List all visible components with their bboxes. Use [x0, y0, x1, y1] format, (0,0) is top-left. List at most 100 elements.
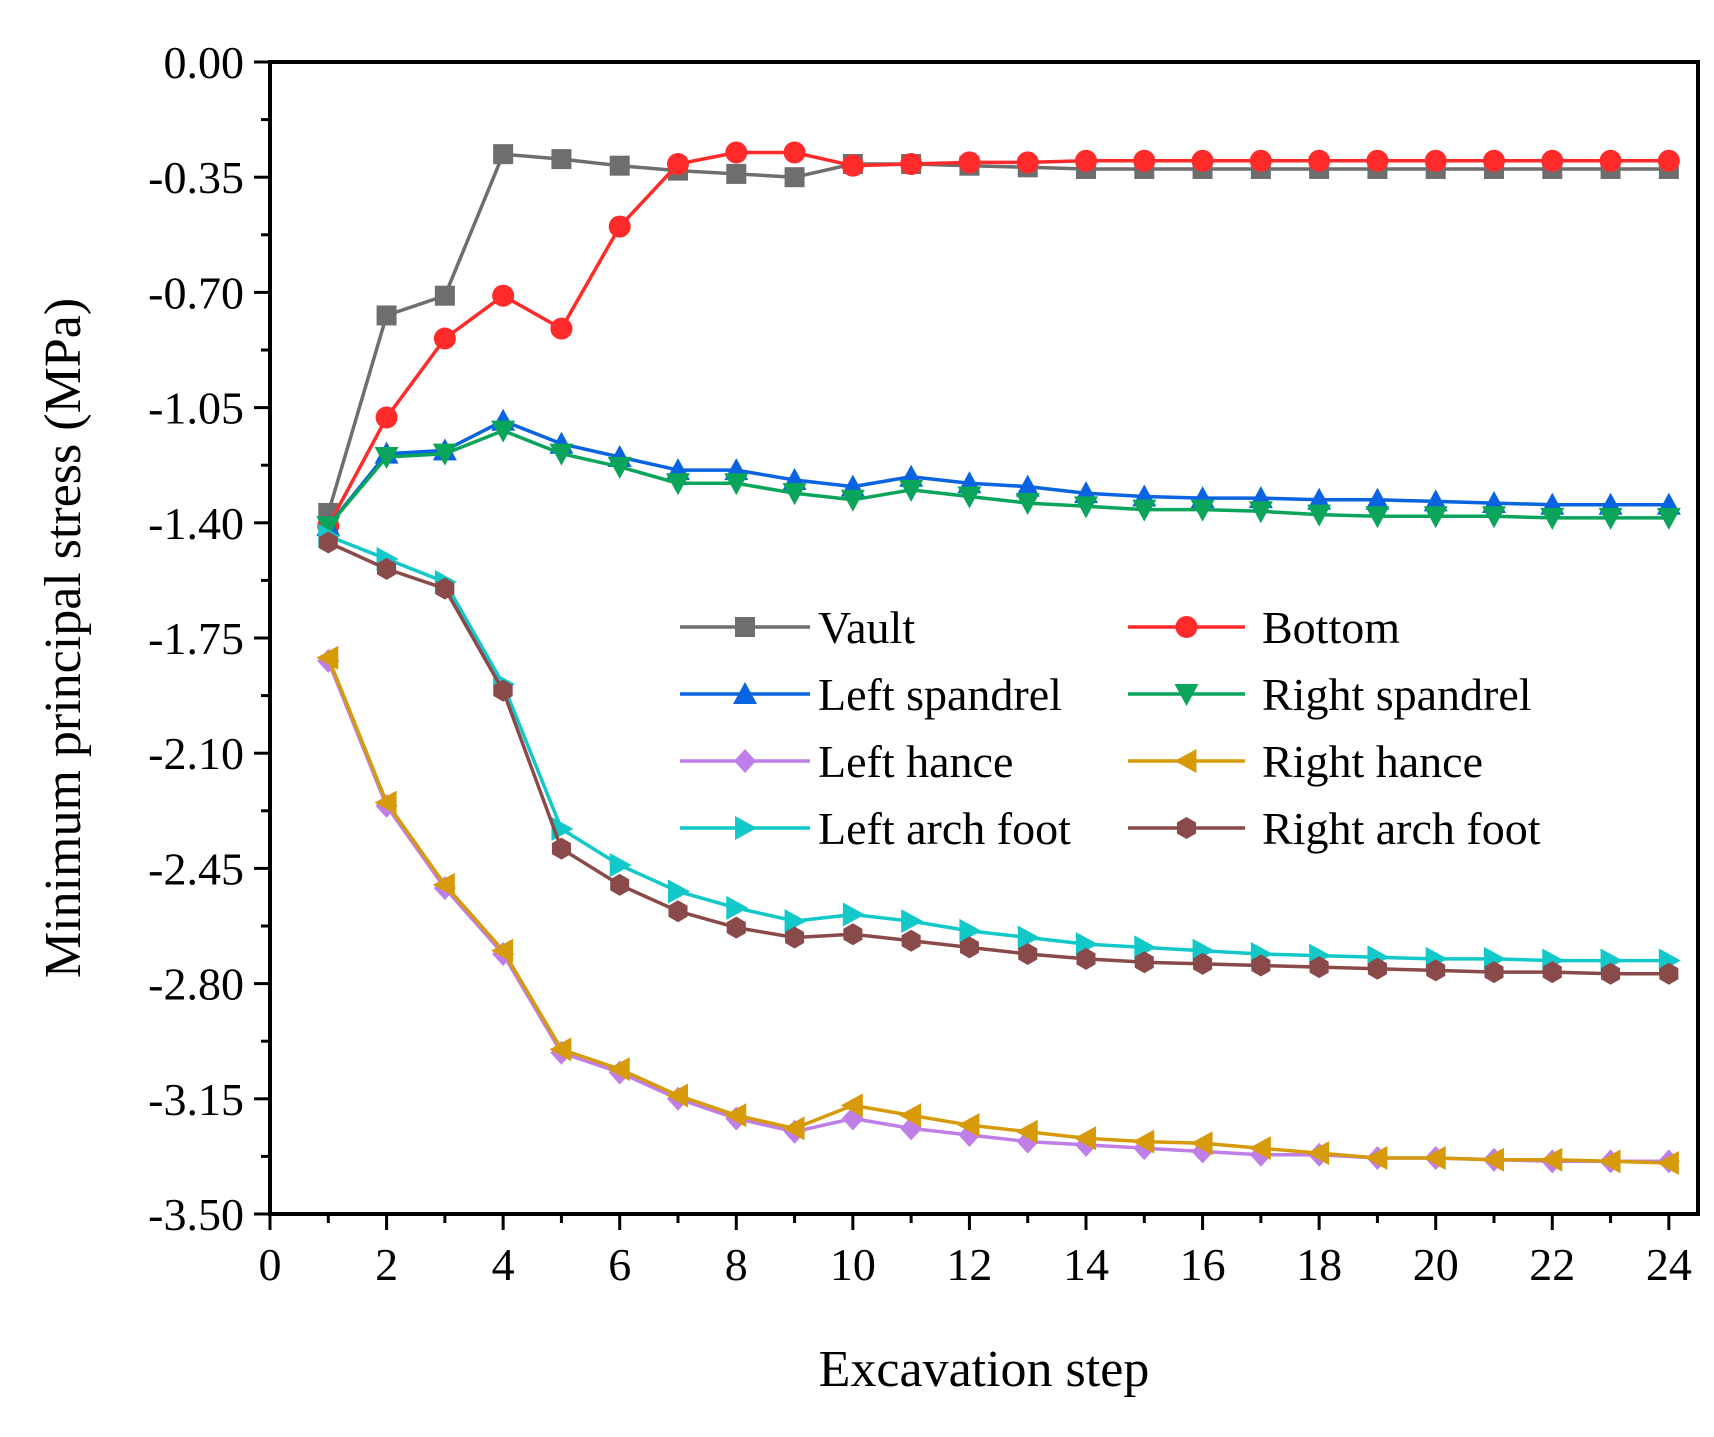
data-point-right-arch-foot — [726, 916, 746, 939]
data-point-right-spandrel — [607, 456, 632, 479]
data-point-left-arch-foot — [842, 902, 865, 927]
data-point-right-spandrel — [1015, 493, 1040, 516]
y-tick-label: -3.15 — [148, 1074, 244, 1125]
data-point-right-hance — [1365, 1146, 1388, 1171]
legend-swatch-marker — [734, 749, 756, 773]
x-tick-label: 18 — [1296, 1239, 1342, 1290]
y-tick-label: -1.40 — [148, 498, 244, 549]
data-point-right-spandrel — [432, 443, 457, 466]
data-point-right-spandrel — [1307, 504, 1332, 527]
data-point-left-arch-foot — [726, 895, 749, 920]
x-tick-label: 6 — [608, 1239, 631, 1290]
data-point-right-arch-foot — [1659, 962, 1679, 985]
data-point-right-arch-foot — [1367, 957, 1387, 980]
data-point-bottom — [1657, 149, 1680, 172]
x-tick-label: 22 — [1529, 1239, 1575, 1290]
data-point-right-spandrel — [840, 489, 865, 512]
data-point-vault — [551, 149, 572, 170]
data-point-left-spandrel — [1423, 489, 1448, 512]
y-tick-label: -2.80 — [148, 959, 244, 1010]
data-point-bottom — [1075, 149, 1097, 172]
legend-swatch-marker — [1174, 749, 1197, 773]
legend-swatch-marker — [1175, 616, 1198, 638]
y-tick-label: -0.35 — [148, 152, 244, 203]
y-tick-label: -2.45 — [148, 843, 244, 894]
legend-label: Right hance — [1262, 736, 1483, 787]
data-point-right-spandrel — [1074, 496, 1098, 519]
data-point-left-arch-foot — [1017, 925, 1040, 950]
data-point-right-arch-foot — [1542, 961, 1562, 984]
data-point-right-spandrel — [1365, 506, 1390, 529]
x-tick-label: 8 — [725, 1239, 748, 1290]
axis-ticks — [254, 60, 1671, 1230]
legend-item: Vault — [680, 602, 915, 653]
legend-swatch-marker — [733, 682, 757, 704]
data-point-right-hance — [1074, 1126, 1096, 1151]
data-point-bottom — [375, 406, 398, 429]
data-point-right-hance — [607, 1057, 630, 1082]
data-point-bottom — [667, 153, 689, 176]
legend: Vault Bottom Left spandrel Right spandrel Le… — [680, 602, 1541, 854]
x-axis-title: Excavation step — [819, 1341, 1150, 1398]
data-point-right-hance — [840, 1093, 863, 1118]
legend-label: Left arch foot — [818, 803, 1071, 854]
data-point-bottom — [1249, 149, 1272, 172]
data-point-bottom — [1483, 149, 1505, 172]
data-point-right-hance — [549, 1037, 572, 1062]
data-point-bottom — [1016, 151, 1039, 174]
data-point-right-hance — [1190, 1131, 1213, 1156]
x-tick-label: 16 — [1180, 1239, 1226, 1290]
data-point-right-hance — [1307, 1141, 1330, 1166]
series-right-arch-foot — [318, 531, 1679, 985]
y-tick-label: -0.70 — [148, 267, 244, 318]
data-point-bottom — [492, 284, 515, 307]
data-point-right-hance — [1132, 1129, 1155, 1154]
data-point-right-arch-foot — [1484, 961, 1504, 984]
data-point-right-hance — [491, 938, 514, 963]
data-point-right-spandrel — [1132, 499, 1157, 522]
data-point-right-spandrel — [666, 473, 690, 496]
data-point-right-arch-foot — [1193, 952, 1213, 975]
y-tick-label: -2.10 — [148, 728, 244, 779]
y-axis-title: Minimum principal stress (MPa) — [35, 298, 92, 978]
y-tick-label: -1.75 — [148, 613, 244, 664]
data-point-right-hance — [316, 645, 339, 670]
y-tick-label: -1.05 — [148, 383, 244, 434]
x-tick-label: 2 — [375, 1239, 398, 1290]
x-tick-label: 4 — [492, 1239, 515, 1290]
x-tick-label: 12 — [946, 1239, 992, 1290]
legend-item: Right spandrel — [1128, 669, 1532, 720]
data-point-right-hance — [1423, 1146, 1446, 1171]
data-point-right-hance — [432, 872, 455, 897]
data-point-right-arch-foot — [1076, 947, 1096, 970]
data-point-bottom — [841, 154, 864, 177]
series-right-hance — [316, 645, 1679, 1175]
data-point-vault — [726, 163, 747, 184]
data-point-right-hance — [957, 1113, 980, 1138]
series-vault — [318, 144, 1679, 523]
legend-swatch-marker — [735, 816, 757, 840]
data-point-bottom — [608, 215, 631, 238]
legend-label: Right arch foot — [1262, 803, 1541, 854]
data-point-vault — [493, 144, 514, 165]
data-point-vault — [376, 305, 397, 326]
legend-item: Left hance — [680, 736, 1013, 787]
legend-swatch-marker — [735, 617, 755, 637]
data-point-right-spandrel — [899, 479, 924, 502]
data-point-bottom — [433, 327, 456, 350]
data-point-right-spandrel — [957, 486, 982, 509]
data-point-right-spandrel — [782, 483, 807, 506]
data-point-right-arch-foot — [1134, 951, 1154, 974]
data-point-bottom — [1133, 149, 1156, 172]
data-point-right-arch-foot — [551, 837, 571, 860]
legend-item: Bottom — [1128, 602, 1400, 653]
series-line-left-spandrel — [326, 419, 1669, 528]
data-point-left-arch-foot — [1134, 935, 1157, 960]
data-point-right-arch-foot — [1426, 959, 1446, 982]
data-point-right-arch-foot — [959, 936, 979, 959]
x-tick-label: 10 — [830, 1239, 876, 1290]
data-point-right-hance — [1656, 1150, 1679, 1175]
data-point-left-spandrel — [1365, 487, 1390, 510]
data-point-right-arch-foot — [493, 679, 513, 702]
